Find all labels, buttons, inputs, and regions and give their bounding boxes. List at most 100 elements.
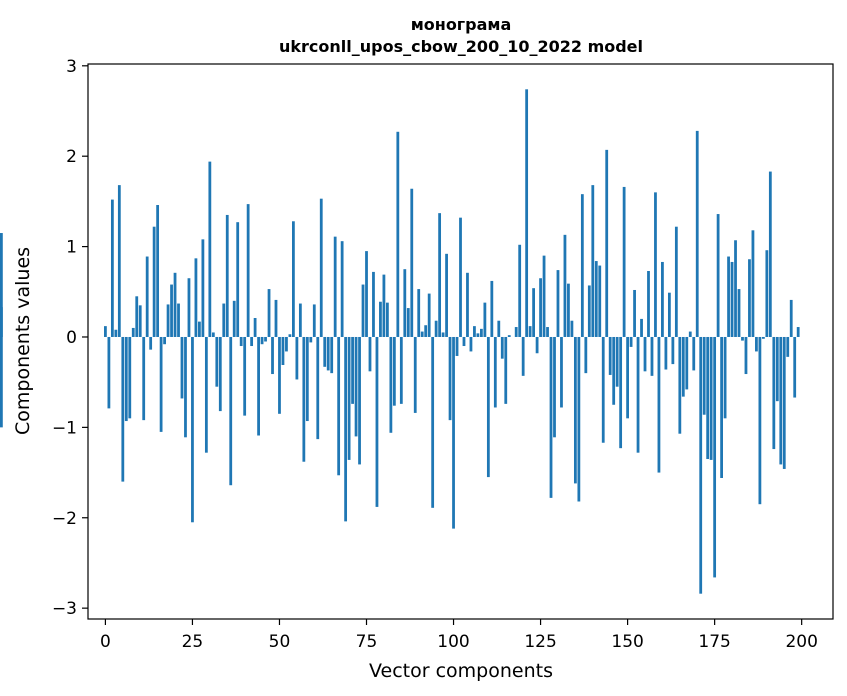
bar-191 — [768, 171, 772, 337]
bar-43 — [253, 318, 257, 337]
bar-55 — [295, 336, 299, 380]
bar-144 — [605, 149, 609, 337]
y-tick-label: 1 — [66, 238, 77, 258]
y-axis-ticks: 3 2 1 0 −1 −2 −3 — [52, 57, 88, 619]
x-tick-label: 0 — [100, 632, 111, 652]
bar-127 — [546, 327, 549, 337]
bar-181 — [734, 240, 737, 337]
bar-51 — [281, 336, 285, 365]
bar-42 — [250, 336, 254, 347]
bar-18 — [166, 304, 170, 337]
bar-85 — [399, 336, 403, 404]
bar-73 — [358, 336, 361, 465]
bar-13 — [149, 336, 153, 350]
bar-80 — [382, 274, 386, 337]
bar-194 — [779, 336, 783, 465]
bar-172 — [702, 336, 706, 415]
bar-167 — [685, 336, 689, 390]
bar-88 — [410, 188, 414, 337]
bar-95 — [434, 320, 438, 337]
bar-166 — [681, 336, 685, 397]
bar-149 — [622, 186, 626, 337]
plot-frame — [87, 63, 834, 620]
bar-162 — [667, 292, 671, 337]
bar-113 — [497, 320, 501, 337]
bar-94 — [431, 336, 435, 508]
bar-40 — [243, 336, 247, 416]
bar-168 — [688, 331, 692, 337]
bar-67 — [337, 336, 341, 476]
bar-185 — [748, 259, 751, 337]
bar-189 — [761, 336, 765, 339]
bar-86 — [403, 269, 407, 337]
bar-103 — [462, 336, 466, 347]
bar-97 — [441, 332, 445, 337]
bar-161 — [664, 336, 668, 370]
bar-29 — [204, 336, 208, 453]
bar-83 — [392, 336, 396, 406]
bar-1 — [107, 336, 111, 409]
bar-143 — [601, 336, 605, 443]
bar-100 — [452, 336, 455, 529]
bar-98 — [445, 253, 448, 337]
bar-74 — [361, 284, 365, 337]
bar-54 — [292, 221, 295, 337]
bar-23 — [184, 336, 187, 438]
y-tick-label: 2 — [66, 147, 77, 167]
bar-196 — [786, 336, 790, 357]
bar-37 — [232, 300, 236, 337]
bar-6 — [124, 336, 128, 422]
x-tick-label: 100 — [437, 632, 469, 652]
bar-71 — [351, 336, 354, 404]
bar-198 — [793, 336, 797, 398]
x-tick-label: 175 — [698, 632, 730, 652]
bar-78 — [375, 336, 379, 507]
bar-155 — [643, 336, 647, 372]
bar-38 — [236, 222, 240, 337]
bar-156 — [647, 271, 650, 337]
bar-24 — [187, 278, 191, 337]
bar-79 — [379, 301, 382, 337]
bar-170 — [695, 130, 699, 337]
bar-9 — [135, 296, 139, 337]
bar-112 — [493, 336, 497, 408]
bar-81 — [386, 302, 389, 337]
bar-105 — [469, 336, 473, 352]
bar-152 — [633, 289, 636, 337]
bar-84 — [396, 131, 400, 337]
bar-101 — [455, 336, 459, 356]
bar-2 — [110, 199, 114, 337]
bar-110 — [486, 336, 490, 478]
bar-140 — [591, 185, 595, 337]
bar-12 — [145, 256, 149, 337]
bar-138 — [584, 336, 588, 374]
bar-135 — [573, 336, 577, 484]
bar-4 — [117, 185, 121, 337]
bar-5 — [121, 336, 125, 482]
bar-179 — [727, 256, 730, 337]
bar-undefined — [0, 307, 3, 337]
bar-57 — [302, 336, 306, 462]
bar-44 — [257, 336, 260, 436]
x-tick-label: 50 — [269, 632, 291, 652]
bar-11 — [142, 336, 146, 421]
bar-150 — [626, 336, 629, 419]
bar-159 — [657, 336, 661, 473]
bar-183 — [741, 336, 744, 341]
bar-193 — [775, 336, 779, 402]
bar-160 — [661, 261, 664, 337]
bar-16 — [159, 336, 163, 432]
bar-60 — [312, 304, 316, 337]
bar-19 — [170, 284, 173, 337]
bar-153 — [636, 336, 640, 453]
bar-199 — [796, 327, 800, 337]
x-tick-label: 125 — [524, 632, 556, 652]
bar-89 — [413, 336, 417, 413]
bar-169 — [692, 336, 696, 371]
bar-192 — [772, 336, 776, 450]
bar-184 — [744, 336, 748, 375]
bar-187 — [755, 336, 758, 352]
bar-63 — [323, 336, 327, 367]
bar-58 — [305, 336, 309, 422]
bar-137 — [580, 194, 584, 337]
